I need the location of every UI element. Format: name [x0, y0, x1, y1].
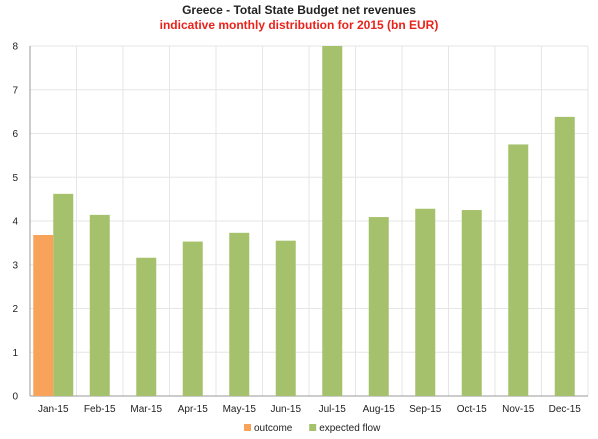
legend-swatch-outcome	[244, 424, 251, 431]
y-tick-label: 1	[12, 348, 18, 359]
bar-expected-flow-Aug-15	[368, 217, 389, 396]
y-tick-label: 7	[12, 85, 18, 96]
chart-subtitle: indicative monthly distribution for 2015…	[159, 18, 439, 32]
chart-title: Greece - Total State Budget net revenues	[182, 3, 416, 17]
x-tick-label: Nov-15	[502, 404, 535, 415]
bar-expected-flow-May-15	[229, 232, 250, 396]
x-tick-label: Jun-15	[270, 404, 301, 415]
y-tick-label: 4	[12, 217, 18, 228]
bar-expected-flow-Oct-15	[461, 210, 482, 396]
y-tick-label: 5	[12, 173, 18, 184]
x-tick-label: Sep-15	[409, 404, 442, 415]
x-tick-label: Jul-15	[319, 404, 347, 415]
x-tick-label: May-15	[223, 404, 257, 415]
bar-expected-flow-Apr-15	[182, 241, 203, 396]
x-tick-label: Dec-15	[549, 404, 582, 415]
y-tick-label: 3	[12, 260, 18, 271]
x-tick-label: Mar-15	[130, 404, 162, 415]
y-tick-label: 8	[12, 42, 18, 53]
y-tick-label: 2	[12, 304, 18, 315]
bar-expected-flow-Sep-15	[415, 208, 436, 396]
bar-expected-flow-Jan-15	[53, 193, 74, 396]
y-tick-label: 0	[12, 392, 18, 403]
legend-label-outcome: outcome	[254, 423, 293, 434]
x-tick-label: Aug-15	[363, 404, 396, 415]
bar-expected-flow-Feb-15	[89, 214, 110, 396]
x-tick-label: Oct-15	[457, 404, 487, 415]
x-tick-label: Jan-15	[38, 404, 69, 415]
bar-expected-flow-Jul-15	[322, 46, 343, 396]
legend-label-expected-flow: expected flow	[319, 423, 381, 434]
bar-expected-flow-Nov-15	[508, 144, 529, 396]
x-tick-label: Apr-15	[178, 404, 208, 415]
legend-swatch-expected-flow	[309, 424, 317, 431]
bar-expected-flow-Jun-15	[275, 240, 296, 396]
bar-expected-flow-Mar-15	[136, 257, 157, 396]
bar-expected-flow-Dec-15	[554, 116, 575, 396]
x-tick-label: Feb-15	[84, 404, 116, 415]
y-tick-label: 6	[12, 129, 18, 140]
bar-outcome-Jan-15	[33, 235, 54, 396]
